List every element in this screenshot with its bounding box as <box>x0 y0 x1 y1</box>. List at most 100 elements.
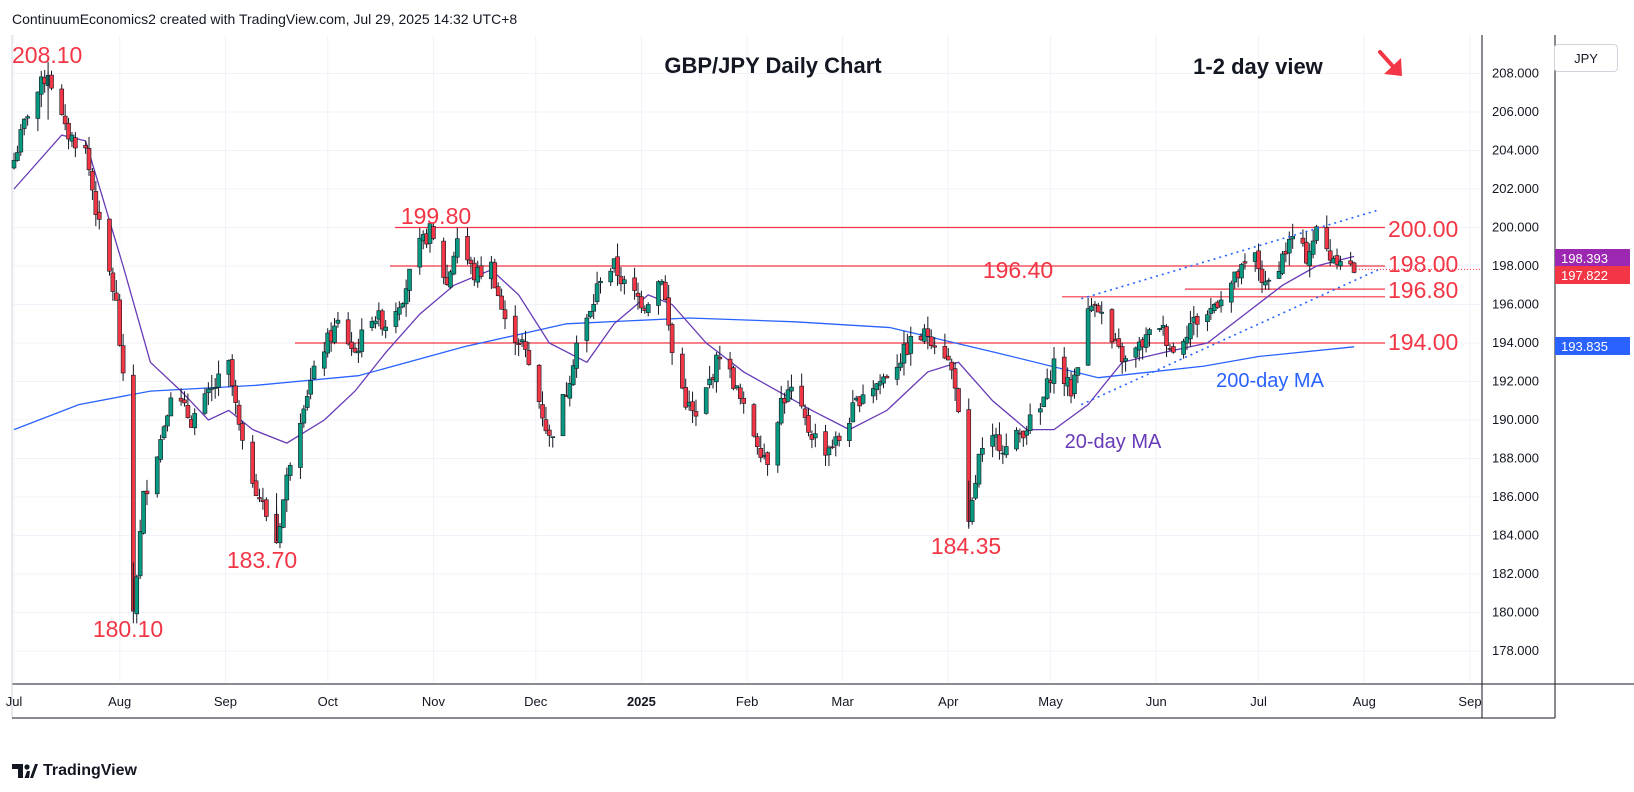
candle <box>785 380 791 403</box>
candle <box>321 342 327 377</box>
candle-body <box>1089 305 1094 311</box>
candle <box>18 123 24 156</box>
level-label: 198.00 <box>1388 251 1458 277</box>
candle <box>212 378 218 399</box>
time-tick-label: Jul <box>1250 694 1267 709</box>
candle <box>403 279 409 317</box>
candle-body <box>850 402 856 423</box>
candle-body <box>202 393 208 414</box>
candle-body <box>567 383 573 399</box>
time-tick-label: Apr <box>938 694 959 709</box>
candle <box>298 413 303 479</box>
candle-body <box>1181 340 1186 355</box>
candle-body <box>96 211 102 220</box>
chart-subtitle: 1-2 day view <box>1193 54 1324 79</box>
candle <box>874 383 879 401</box>
candle-body <box>1164 326 1169 346</box>
currency-unit-button[interactable]: JPY <box>1554 44 1618 72</box>
candle-body <box>584 317 590 341</box>
price-tick-label: 180.000 <box>1492 605 1539 620</box>
candle-body <box>110 272 116 292</box>
candle-body <box>403 288 409 305</box>
candle <box>304 389 310 411</box>
candle-body <box>1290 236 1295 240</box>
candle <box>1348 251 1353 266</box>
time-tick-label: Dec <box>524 694 548 709</box>
candle-body <box>778 397 784 424</box>
candle-body <box>465 236 470 261</box>
candle <box>250 434 255 488</box>
candle-body <box>264 499 269 517</box>
candle-body <box>1143 334 1149 348</box>
candle-body <box>141 490 146 534</box>
time-tick-label: Feb <box>736 694 758 709</box>
candle <box>584 313 590 353</box>
price-badge-previous: 198.393 <box>1555 249 1630 268</box>
tradingview-logo-text: TradingView <box>43 762 137 779</box>
candle <box>113 280 119 301</box>
candle <box>536 364 542 409</box>
candle-body <box>1014 429 1019 450</box>
candle <box>264 497 269 522</box>
candle <box>356 338 361 364</box>
candle <box>666 284 671 331</box>
candle-body <box>758 448 764 458</box>
candle <box>1280 250 1285 276</box>
candle-body <box>1109 309 1115 343</box>
candle-body <box>884 375 890 379</box>
candle <box>161 424 167 440</box>
candle-body <box>21 118 27 129</box>
candle-body <box>928 336 934 347</box>
candle <box>236 400 242 431</box>
candle <box>373 316 378 329</box>
time-tick-label: Mar <box>831 694 854 709</box>
swing-label: 184.35 <box>931 533 1001 559</box>
time-tick-label: Aug <box>1353 694 1376 709</box>
candle-body <box>755 436 760 448</box>
candle <box>547 424 552 447</box>
candle-body <box>802 408 808 418</box>
time-tick-label: Nov <box>422 694 446 709</box>
candle-body <box>468 259 474 265</box>
candle <box>229 354 235 396</box>
chart-title: GBP/JPY Daily Chart <box>664 53 882 78</box>
candle <box>727 351 733 379</box>
candle-body <box>311 365 317 380</box>
support-resistance-lines <box>295 226 1385 344</box>
candle-body <box>407 268 412 291</box>
candle-body <box>826 447 832 456</box>
candle-body <box>932 345 937 348</box>
candle-body <box>441 240 446 278</box>
candle-body <box>1314 226 1319 241</box>
candle-body <box>523 341 528 350</box>
candle-body <box>813 433 818 439</box>
candle-body <box>622 279 627 284</box>
tradingview-logo[interactable]: TradingView <box>12 762 137 780</box>
candle <box>1263 271 1268 290</box>
candle-body <box>499 295 504 310</box>
candle <box>407 268 412 302</box>
candle <box>830 439 835 449</box>
candle <box>431 223 436 241</box>
candle-body <box>66 122 71 140</box>
candle <box>1133 346 1139 368</box>
candle-body <box>1061 356 1067 385</box>
candle-body <box>120 345 126 374</box>
candle-body <box>1351 262 1357 273</box>
candle <box>35 91 41 132</box>
candle <box>349 332 354 356</box>
candle <box>141 490 146 535</box>
candle <box>1351 261 1357 274</box>
price-tick-label: 206.000 <box>1492 104 1539 119</box>
candle <box>881 373 886 389</box>
candle <box>49 70 54 91</box>
candle-body <box>182 399 187 404</box>
candle <box>117 293 123 347</box>
ma20-label: 20-day MA <box>1065 431 1162 453</box>
price-badge-ma200: 193.835 <box>1555 337 1630 356</box>
candle <box>809 430 815 449</box>
candle-body <box>257 497 262 500</box>
candle-body <box>693 411 699 417</box>
candle-body <box>113 292 119 301</box>
